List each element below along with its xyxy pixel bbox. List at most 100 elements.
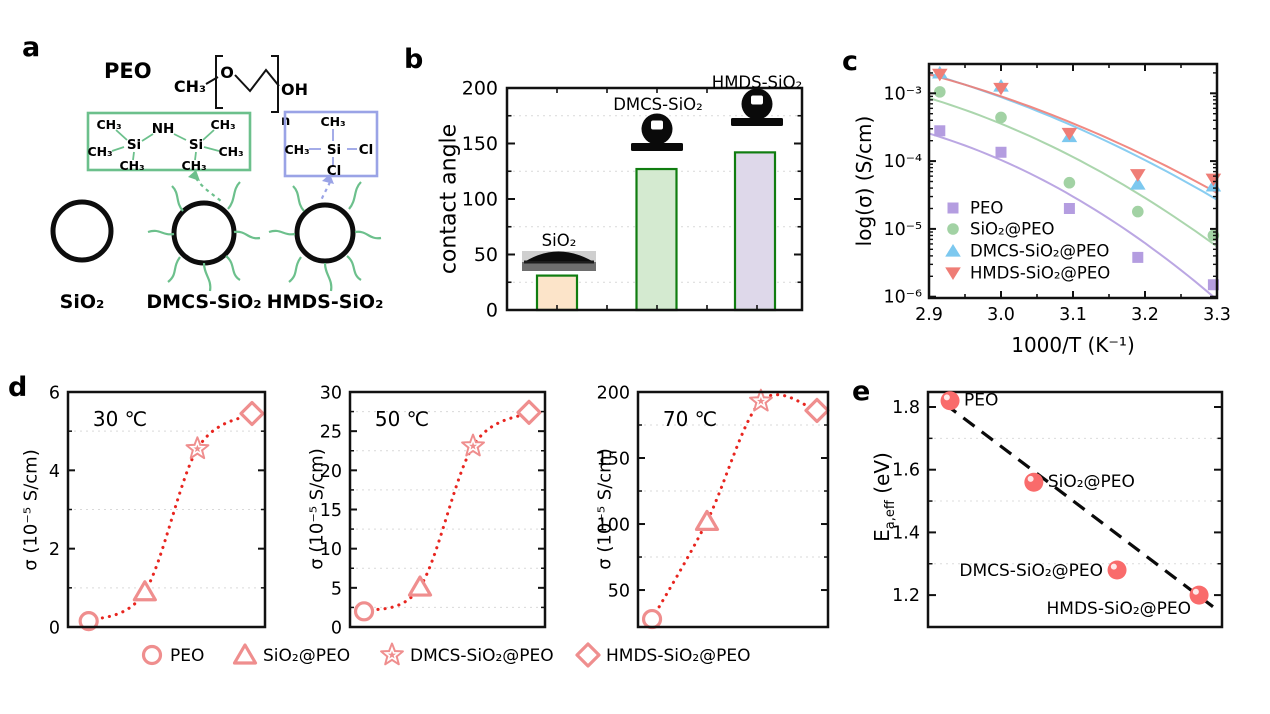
point-PEO — [353, 601, 375, 622]
legend-label: DMCS-SiO₂@PEO — [410, 646, 554, 666]
tick-label: 5 — [331, 579, 342, 599]
green-ch3: CH₃ — [210, 117, 235, 132]
point-SiO₂@PEO — [934, 86, 946, 98]
legend-label: SiO₂@PEO — [970, 220, 1055, 239]
panel-label-e: e — [852, 376, 871, 407]
data-point-HMDS-SiO₂@PEO — [1189, 585, 1209, 605]
blue-ch3: CH₃ — [284, 142, 309, 157]
tick-label: 3.1 — [1059, 305, 1087, 325]
data-point-DMCS-SiO₂@PEO — [1107, 560, 1127, 580]
legend-marker-diamond-open — [575, 642, 601, 668]
tick-label: 0 — [49, 619, 60, 639]
dotted-trend-line — [87, 411, 254, 623]
legend-label: SiO₂@PEO — [263, 646, 350, 666]
tick-label: 0 — [486, 300, 498, 322]
blue-graft-arrow — [319, 174, 334, 202]
legend-label: HMDS-SiO₂@PEO — [970, 264, 1110, 283]
sio2-particle — [50, 199, 114, 263]
tick-label: 2.9 — [915, 305, 943, 325]
point-HMDS-SiO₂@PEO — [516, 399, 542, 425]
star-inner — [188, 439, 206, 457]
legend-item-DMCS-SiO₂@PEO: DMCS-SiO₂@PEO — [380, 642, 554, 666]
point-PEO — [641, 608, 663, 630]
tick-label: 150 — [597, 450, 630, 470]
legend-label: PEO — [170, 646, 204, 666]
fit-line-PEO — [929, 132, 1217, 298]
point-PEO — [1063, 202, 1075, 214]
tick-label: 10⁻⁶ — [883, 288, 922, 308]
tick-label: 200 — [597, 384, 630, 404]
tick-label: 4 — [49, 462, 60, 482]
point-label-SiO₂@PEO: SiO₂@PEO — [1048, 472, 1135, 492]
tick-label: 0 — [331, 619, 342, 639]
point-HMDS-SiO₂@PEO — [1130, 169, 1146, 182]
panel-label-c: c — [842, 46, 859, 77]
tick-label: 50 — [608, 582, 630, 602]
green-ch3: CH₃ — [181, 158, 206, 173]
point-PEO — [1207, 279, 1219, 291]
green-ch3: CH₃ — [96, 117, 121, 132]
star-inner — [464, 437, 482, 454]
dotted-trend-line — [650, 393, 819, 621]
blue-cl: Cl — [359, 142, 374, 158]
point-HMDS-SiO₂@PEO — [993, 82, 1009, 96]
polymer-name: PEO — [104, 59, 152, 83]
green-ch3: CH₃ — [119, 158, 144, 173]
green-ch3: CH₃ — [87, 144, 112, 159]
green-graft-arrow — [188, 170, 223, 203]
panel-b-contact-angle-chart: 0 50 100 150 200 SiO₂ DMCS-SiO₂ HMDS-SiO₂ — [462, 73, 804, 322]
legend-item-HMDS-SiO₂@PEO: HMDS-SiO₂@PEO — [945, 264, 1110, 283]
tick-label: 20 — [320, 462, 342, 482]
green-ch3: CH₃ — [218, 144, 243, 159]
point-label-DMCS-SiO₂@PEO: DMCS-SiO₂@PEO — [959, 561, 1103, 581]
panel-d30-ylabel: σ (10⁻⁵ S/cm) — [20, 449, 42, 571]
point-DMCS-SiO₂@PEO — [461, 433, 485, 457]
bar-HMDS-SiO₂ — [733, 151, 777, 312]
plot-frame — [926, 390, 1224, 629]
fit-line-HMDS-SiO₂@PEO — [929, 73, 1217, 194]
legend-marker-square — [947, 202, 959, 214]
series-HMDS-SiO₂@PEO — [932, 68, 1222, 187]
panel-c-ylabel: log(σ) (S/cm) — [852, 115, 876, 247]
tick-label: 6 — [49, 384, 60, 404]
panel-b-ylabel: contact angle — [436, 123, 462, 275]
tick-label: 50 — [474, 244, 498, 266]
e-ylabel-main: E — [870, 529, 894, 542]
tick-label: 100 — [462, 189, 498, 211]
panel-label-d: d — [8, 372, 28, 403]
point-SiO₂@PEO — [1132, 205, 1144, 218]
tick-label: 25 — [320, 423, 342, 443]
plot-frame — [636, 390, 830, 629]
panel-e-activation-energy-chart: 1.2 1.4 1.6 1.8 PEO SiO₂@PEO DMCS-SiO₂@PEO HMDS… — [892, 390, 1224, 629]
legend-item-PEO: PEO — [947, 199, 1003, 218]
legend-item-DMCS-SiO₂@PEO: DMCS-SiO₂@PEO — [945, 242, 1109, 261]
point-SiO₂@PEO — [132, 580, 157, 602]
point-SiO₂@PEO — [1063, 176, 1076, 189]
tick-label: 1.8 — [892, 398, 920, 418]
legend-marker-triangle-down — [945, 267, 961, 280]
e-ylabel-sub: a,eff — [883, 500, 898, 530]
legend-label: PEO — [970, 199, 1003, 218]
legend-marker-triangle-open — [232, 643, 258, 665]
graft-hairs-blue — [267, 180, 383, 293]
legend-label: HMDS-SiO₂@PEO — [606, 646, 751, 666]
point-DMCS-SiO₂@PEO — [185, 436, 210, 460]
tick-label: 10⁻⁴ — [883, 152, 922, 172]
green-si: Si — [189, 137, 203, 153]
peo-chain-structure: CH₃ O OH n — [174, 55, 308, 129]
tick-label: 10 — [320, 540, 342, 560]
tick-label: 10⁻³ — [883, 84, 922, 104]
tick-label: 3.3 — [1203, 305, 1231, 325]
droplet-icon-high-angle — [731, 88, 783, 126]
tick-label: 2 — [49, 540, 60, 560]
point-PEO — [1132, 251, 1144, 263]
legend-label: DMCS-SiO₂@PEO — [970, 242, 1109, 261]
bar-SiO₂ — [535, 274, 579, 312]
point-SiO₂@PEO — [995, 111, 1007, 124]
point-SiO₂@PEO — [694, 509, 720, 531]
dashed-trend-line — [944, 402, 1217, 611]
particle-label-sio2: SiO₂ — [60, 291, 105, 313]
point-PEO — [934, 125, 946, 137]
point-HMDS-SiO₂@PEO — [1061, 127, 1078, 141]
legend-item-SiO₂@PEO: SiO₂@PEO — [947, 220, 1055, 239]
